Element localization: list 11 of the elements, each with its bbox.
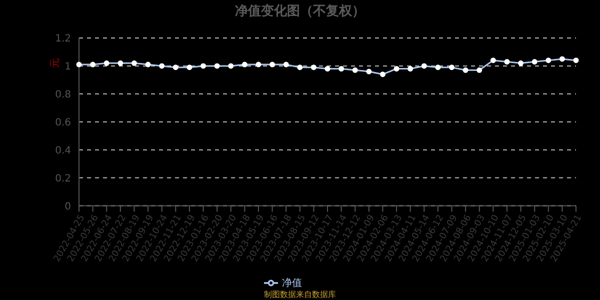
y-tick-label: 0.8: [55, 89, 71, 100]
y-tick-label: 0.2: [55, 173, 71, 184]
chart-title: 净值变化图（不复权）: [234, 2, 366, 20]
y-tick-label: 0.4: [55, 145, 71, 156]
y-tick-label: 0: [64, 201, 71, 212]
y-tick-label: 1: [64, 62, 71, 73]
y-tick-label: 1.2: [55, 34, 71, 45]
y-tick-label: 0.6: [55, 117, 71, 128]
text: 制图数据来自数据库: [263, 289, 337, 300]
legend-label: 净值: [282, 278, 302, 289]
y-axis-title: 元: [49, 58, 62, 68]
